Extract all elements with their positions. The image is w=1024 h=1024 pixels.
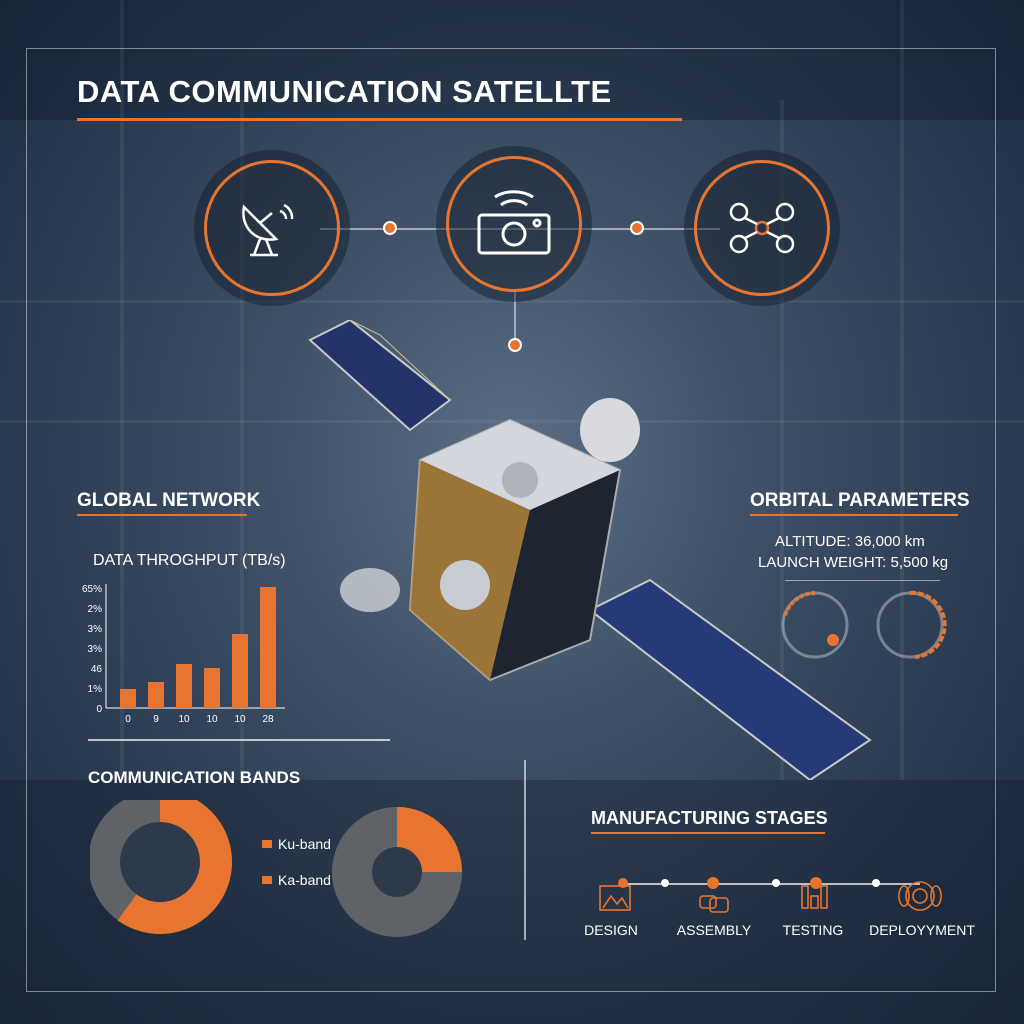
stage-assembly: ASSEMBLY bbox=[676, 922, 752, 938]
launch-weight-value: LAUNCH WEIGHT: 5,500 kg bbox=[758, 554, 949, 571]
x-tick-label: 28 bbox=[262, 714, 274, 725]
divider bbox=[524, 760, 526, 940]
wireless-camera-icon bbox=[446, 156, 582, 292]
satellite-dish-icon bbox=[204, 160, 340, 296]
stage-deployment: DEPLOYYMENT bbox=[869, 922, 975, 938]
bar bbox=[120, 689, 136, 708]
y-tick-label: 2% bbox=[88, 604, 103, 615]
altitude-value: ALTITUDE: 36,000 km bbox=[775, 533, 925, 550]
bar bbox=[176, 664, 192, 708]
connector-dot bbox=[630, 221, 644, 235]
legend-label: Ku-band bbox=[278, 836, 331, 852]
y-tick-label: 1% bbox=[88, 684, 103, 695]
y-tick-label: 65% bbox=[82, 584, 102, 595]
x-tick-label: 10 bbox=[206, 714, 218, 725]
bands-donut-charts bbox=[90, 800, 462, 937]
connector-dot bbox=[383, 221, 397, 235]
stage-design: DESIGN bbox=[584, 922, 638, 938]
orbital-gauges bbox=[781, 590, 947, 659]
bar bbox=[204, 668, 220, 708]
legend-swatch bbox=[262, 876, 272, 884]
x-tick-label: 9 bbox=[153, 714, 159, 725]
x-tick-label: 10 bbox=[178, 714, 190, 725]
manufacturing-heading: MANUFACTURING STAGES bbox=[591, 808, 828, 828]
heading-underline bbox=[77, 514, 247, 516]
y-tick-label: 3% bbox=[88, 624, 103, 635]
legend-swatch bbox=[262, 840, 272, 848]
legend-label: Ka-band bbox=[278, 872, 331, 888]
connector-dot bbox=[508, 338, 522, 352]
global-network-heading: GLOBAL NETWORK bbox=[77, 490, 261, 511]
bands-heading: COMMUNICATION BANDS bbox=[88, 768, 301, 787]
stage-icons bbox=[599, 877, 942, 913]
page-title: DATA COMMUNICATION SATELLTE bbox=[77, 74, 612, 109]
throughput-bar-chart: 0 1% 46 3% 3% 2% 65% 0 9 10 10 10 28 bbox=[82, 584, 285, 725]
legend-ka: Ka-band bbox=[262, 872, 331, 888]
y-tick-label: 3% bbox=[88, 644, 103, 655]
bar bbox=[232, 634, 248, 708]
heading-underline bbox=[591, 832, 825, 834]
frame bbox=[26, 48, 996, 992]
chart-title: DATA THROGHPUT (TB/s) bbox=[93, 552, 286, 569]
donut-hole bbox=[372, 847, 422, 897]
heading-underline bbox=[750, 514, 958, 516]
slider-track bbox=[88, 739, 390, 741]
donut-hole bbox=[120, 822, 200, 902]
y-tick-label: 0 bbox=[96, 704, 102, 715]
bar bbox=[260, 587, 276, 708]
stage-testing: TESTING bbox=[782, 922, 844, 938]
bar bbox=[148, 682, 164, 708]
legend-ku: Ku-band bbox=[262, 836, 331, 852]
x-tick-label: 0 bbox=[125, 714, 131, 725]
x-tick-label: 10 bbox=[234, 714, 246, 725]
satellite-image bbox=[308, 320, 872, 780]
orbital-heading: ORBITAL PARAMETERS bbox=[750, 490, 970, 511]
drone-network-icon bbox=[694, 160, 830, 296]
y-tick-label: 46 bbox=[91, 664, 103, 675]
title-underline bbox=[77, 118, 682, 121]
